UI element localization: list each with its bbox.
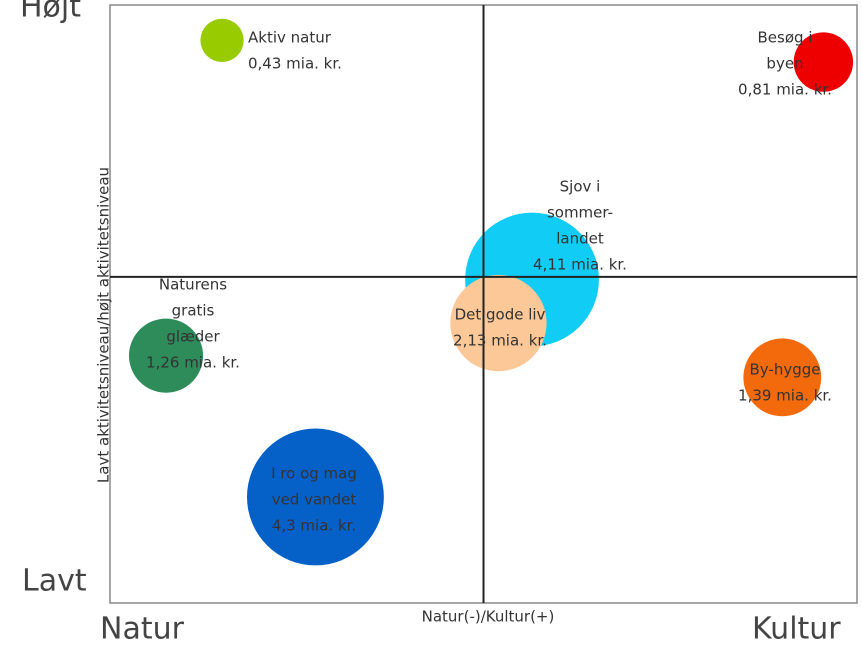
value-label: 2,13 mia. kr. xyxy=(453,332,547,350)
bubble-label: landet xyxy=(556,230,604,248)
bubble-label: ved vandet xyxy=(272,491,357,509)
bubble-label: gratis xyxy=(172,302,215,320)
bubble xyxy=(743,338,822,417)
bubble-label: sommer- xyxy=(547,204,613,222)
x-low-label: Natur xyxy=(100,612,185,647)
bubble-label: By-hygge xyxy=(750,361,821,379)
bubble-label: Aktiv natur xyxy=(248,29,332,47)
x-axis-title: Natur(-)/Kultur(+) xyxy=(422,608,555,626)
bubble xyxy=(128,318,204,393)
bubble xyxy=(200,18,244,62)
bubble-label: glæder xyxy=(166,328,220,346)
bubble xyxy=(246,428,384,566)
value-label: 1,26 mia. kr. xyxy=(146,354,240,372)
value-label: 4,11 mia. kr. xyxy=(533,256,627,274)
x-high-label: Kultur xyxy=(752,612,841,647)
bubble-label: Besøg i xyxy=(758,29,813,47)
y-low-label: Lavt xyxy=(22,564,87,599)
y-axis-title: Lavt aktivitetsniveau/højt aktivitetsniv… xyxy=(95,167,113,483)
y-high-label: Højt xyxy=(20,0,81,25)
value-label: 0,43 mia. kr. xyxy=(248,55,342,73)
bubble-label: I ro og mag xyxy=(271,465,357,483)
bubble-label: Det gode liv xyxy=(455,306,546,324)
bubble-label: byen xyxy=(766,55,803,73)
value-label: 0,81 mia. kr. xyxy=(738,81,832,99)
bubble-label: Sjov i xyxy=(560,178,601,196)
value-label: 1,39 mia. kr. xyxy=(738,387,832,405)
value-label: 4,3 mia. kr. xyxy=(272,517,356,535)
bubble xyxy=(450,274,547,372)
bubble xyxy=(793,32,854,92)
bubble-label: Naturens xyxy=(159,276,227,294)
